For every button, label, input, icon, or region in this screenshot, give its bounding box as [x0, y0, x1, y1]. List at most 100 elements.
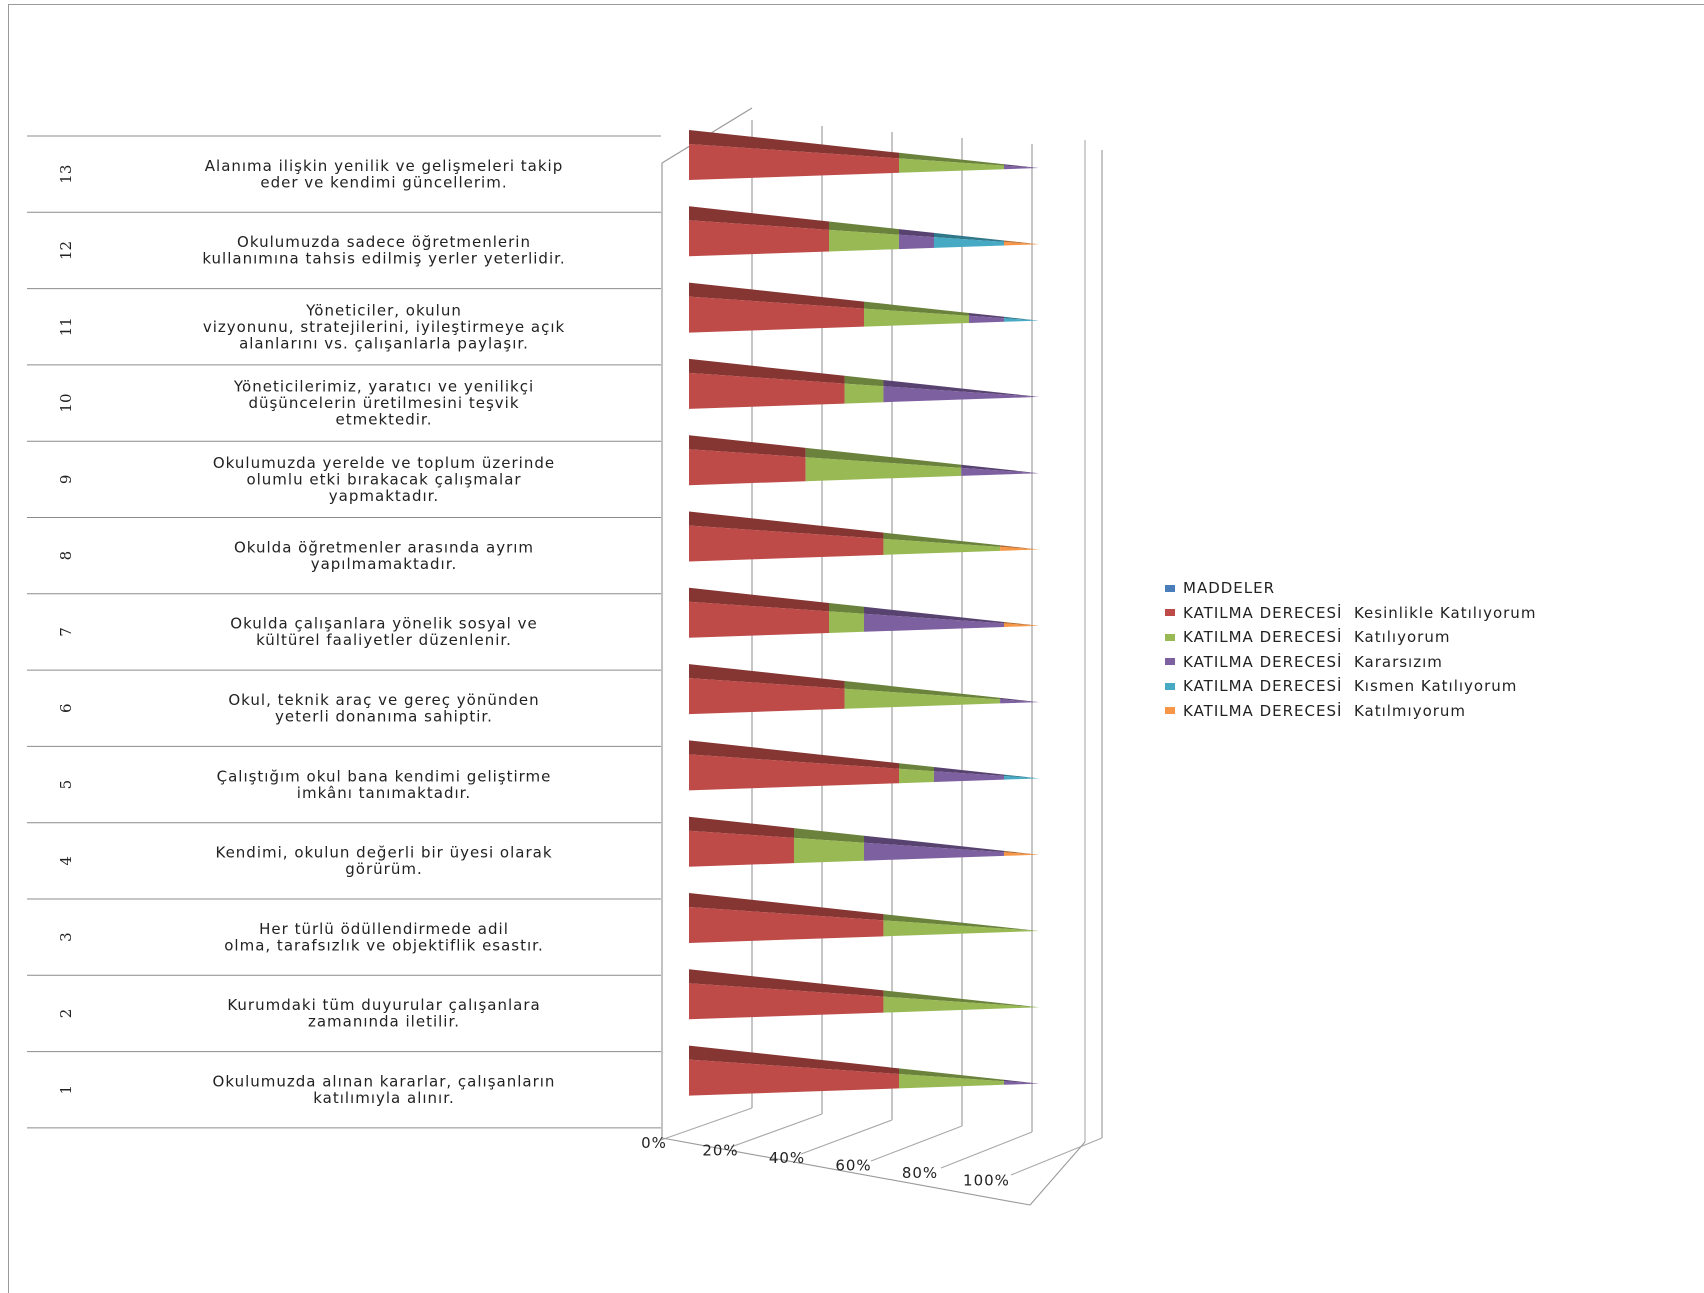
cone-segment: [899, 158, 1004, 173]
cone-segment: [829, 229, 899, 252]
cone-segment-top: [934, 767, 1004, 776]
legend-item: KATILMA DERECESİ Kesinlikle Katılıyorum: [1165, 601, 1536, 626]
row-label-line: düşüncelerin üretilmesini teşvik: [248, 394, 519, 412]
row-label-line: Yöneticilerimiz, yaratıcı ve yenilikçi: [233, 378, 534, 396]
row-number: 7: [57, 627, 75, 637]
row-label-line: eder ve kendimi güncellerim.: [260, 173, 507, 191]
cone-segment-top: [689, 358, 845, 384]
row-number: 4: [57, 856, 75, 866]
cone-segment: [689, 601, 829, 638]
row-label-line: Okul, teknik araç ve gereç yönünden: [228, 691, 539, 709]
x-tick-label: 20%: [702, 1142, 738, 1160]
cone-segment-top: [899, 229, 934, 238]
cone-segment: [969, 315, 1004, 323]
row-number: 12: [57, 241, 75, 260]
row-label-line: alanlarını vs. çalışanlarla paylaşır.: [239, 334, 529, 352]
cone-segment-top: [899, 152, 1004, 166]
cone-segment: [689, 1059, 899, 1096]
cone-segment: [689, 983, 884, 1020]
row-label-line: Okulumuzda alınan kararlar, çalışanların: [213, 1073, 556, 1091]
cone-segment-top: [864, 835, 1004, 853]
cone-segment-top: [805, 447, 962, 468]
row-label-line: Çalıştığım okul bana kendimi geliştirme: [217, 767, 552, 785]
cone-segment: [961, 467, 1039, 476]
cone-segment-top: [1004, 774, 1039, 779]
legend-swatch: [1165, 682, 1175, 690]
legend-label: KATILMA DERECESİ Kesinlikle Katılıyorum: [1183, 603, 1537, 622]
cone-segment: [689, 754, 899, 791]
cone-segment: [1004, 165, 1039, 170]
row-number: 3: [57, 932, 75, 942]
floor-gridline: [800, 1119, 893, 1155]
legend-item: KATILMA DERECESİ Kısmen Katılıyorum: [1165, 674, 1536, 699]
row-number: 13: [57, 165, 75, 184]
cone-row: [689, 893, 1039, 943]
row-label-line: görürüm.: [345, 860, 422, 878]
cone-segment: [1004, 318, 1039, 322]
category-label-table: 1 Okulumuzda alınan kararlar, çalışanları…: [27, 135, 661, 1129]
legend-item: MADDELER: [1165, 576, 1536, 601]
cone-segment: [794, 837, 864, 864]
cone-segment-top: [689, 740, 899, 769]
row-label-line: yapmaktadır.: [329, 487, 439, 505]
row-label-line: yeterli donanıma sahiptir.: [275, 708, 493, 726]
row-number: 2: [57, 1009, 75, 1019]
cone-segment-top: [689, 511, 884, 539]
cone-segment: [689, 220, 829, 257]
page-frame: [8, 4, 1704, 1293]
legend-label: KATILMA DERECESİ Katılıyorum: [1183, 628, 1451, 647]
legend-swatch: [1165, 633, 1175, 641]
cone-row: [689, 511, 1039, 562]
cone-bars: [689, 130, 1039, 1096]
cone-segment-top: [1000, 545, 1039, 550]
cone-segment-top: [689, 587, 829, 612]
floor-gridline: [870, 1125, 963, 1162]
cone-segment-top: [689, 816, 794, 838]
row-number: 5: [57, 780, 75, 790]
row-label-line: katılımıyla alınır.: [313, 1089, 455, 1107]
row-label-line: olumlu etki bırakacak çalışmalar: [246, 470, 521, 488]
cone-segment-top: [1004, 240, 1039, 245]
row-label-line: kültürel faaliyetler düzenlenir.: [256, 631, 512, 649]
cone-segment-top: [1004, 622, 1039, 626]
x-axis-ticks: 0% 20% 40% 60% 80% 100%: [641, 1134, 1009, 1190]
cone-segment-top: [864, 301, 969, 316]
cone-segment-top: [689, 664, 845, 689]
legend-swatch: [1165, 609, 1175, 617]
floor-gridline: [1010, 1137, 1103, 1176]
row-label-line: Kurumdaki tüm duyurular çalışanlara: [227, 996, 540, 1014]
cone-row: [689, 435, 1039, 486]
row-number: 8: [57, 551, 75, 561]
cone-segment-top: [689, 282, 864, 309]
cone-segment-top: [1000, 697, 1039, 703]
row-label-line: Okulumuzda yerelde ve toplum üzerinde: [213, 454, 555, 472]
cone-segment-top: [689, 969, 884, 997]
legend-label: KATILMA DERECESİ Kararsızım: [1183, 652, 1443, 671]
cone-segment: [1004, 241, 1039, 246]
legend-item: KATILMA DERECESİ Kararsızım: [1165, 650, 1536, 675]
floor-gridline: [660, 1107, 753, 1141]
cone-segment: [689, 907, 884, 943]
row-label-line: Yöneticiler, okulun: [305, 301, 462, 319]
cone-segment-top: [844, 375, 884, 387]
cone-segment: [689, 372, 845, 409]
cone-segment: [1004, 852, 1039, 856]
cone-segment: [1000, 699, 1039, 704]
cone-segment-top: [883, 990, 1039, 1008]
floor-front-edge: [661, 1137, 1031, 1206]
cone-row: [689, 130, 1039, 180]
cone-segment-top: [883, 380, 1039, 397]
row-label-line: vizyonunu, stratejilerini, iyileştirmeye…: [203, 318, 565, 336]
floor-right-edge: [1029, 1141, 1086, 1206]
cone-segment: [864, 842, 1004, 861]
cone-segment: [844, 383, 884, 404]
legend-swatch: [1165, 584, 1175, 592]
cone-row: [689, 282, 1039, 333]
cone-segment: [805, 457, 962, 482]
cone-segment: [934, 237, 1004, 248]
row-number: 1: [57, 1085, 75, 1095]
row-number: 11: [57, 317, 75, 336]
cone-segment-top: [689, 1045, 899, 1074]
cone-segment: [1004, 776, 1039, 780]
